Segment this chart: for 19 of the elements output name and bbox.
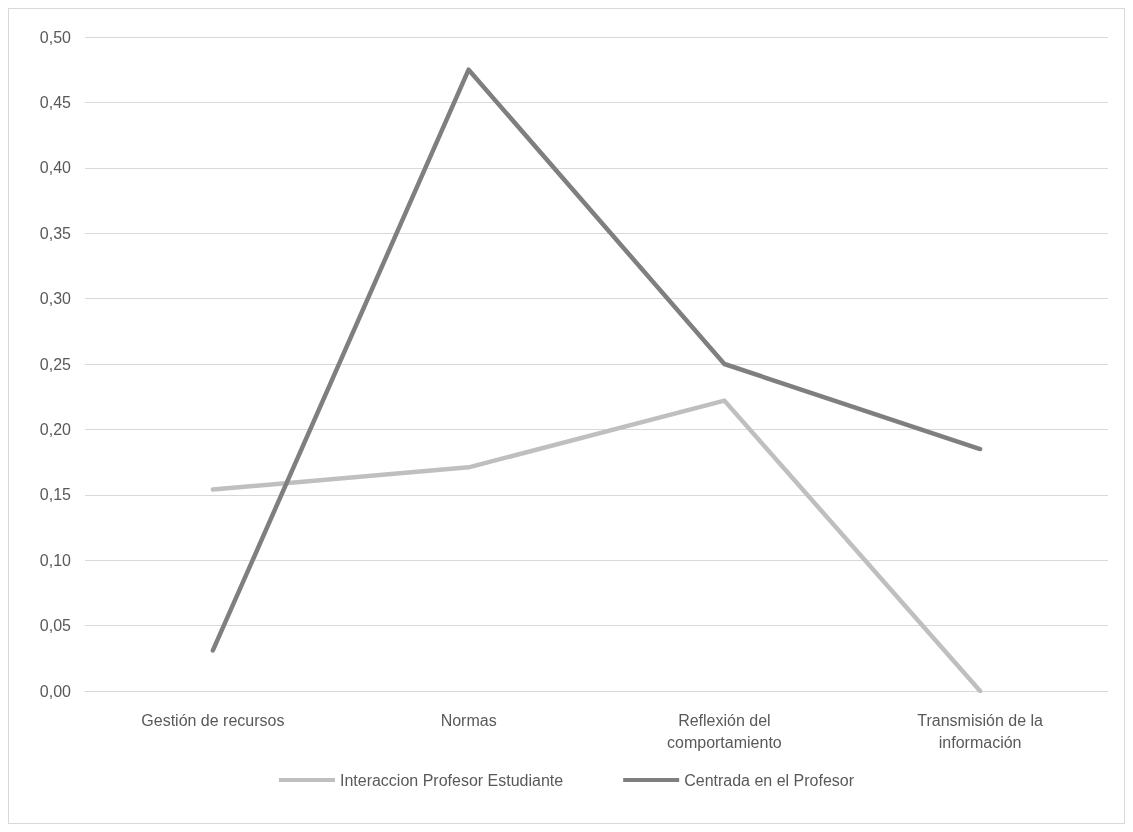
y-tick-label: 0,00 <box>39 682 72 700</box>
legend-label: Centrada en el Profesor <box>684 771 855 789</box>
y-tick-label: 0,15 <box>39 486 72 504</box>
y-tick-label: 0,30 <box>39 290 72 308</box>
y-tick-label: 0,35 <box>39 224 72 242</box>
line-series <box>210 67 983 653</box>
y-tick-label: 0,45 <box>39 93 72 111</box>
y-tick-label: 0,50 <box>39 28 72 46</box>
line-series <box>210 398 983 694</box>
y-tick-label: 0,20 <box>39 420 72 438</box>
x-tick-label: Reflexión del comportamiento <box>667 711 782 751</box>
x-tick-label: Transmisión de la información <box>917 711 1044 751</box>
y-tick-label: 0,25 <box>39 355 72 373</box>
x-tick-label: Normas <box>440 711 497 729</box>
y-tick-label: 0,10 <box>39 551 72 569</box>
y-tick-label: 0,05 <box>39 617 72 635</box>
y-tick-label: 0,40 <box>39 159 72 177</box>
x-tick-label: Gestión de recursos <box>141 711 285 729</box>
legend-label: Interaccion Profesor Estudiante <box>339 771 564 789</box>
